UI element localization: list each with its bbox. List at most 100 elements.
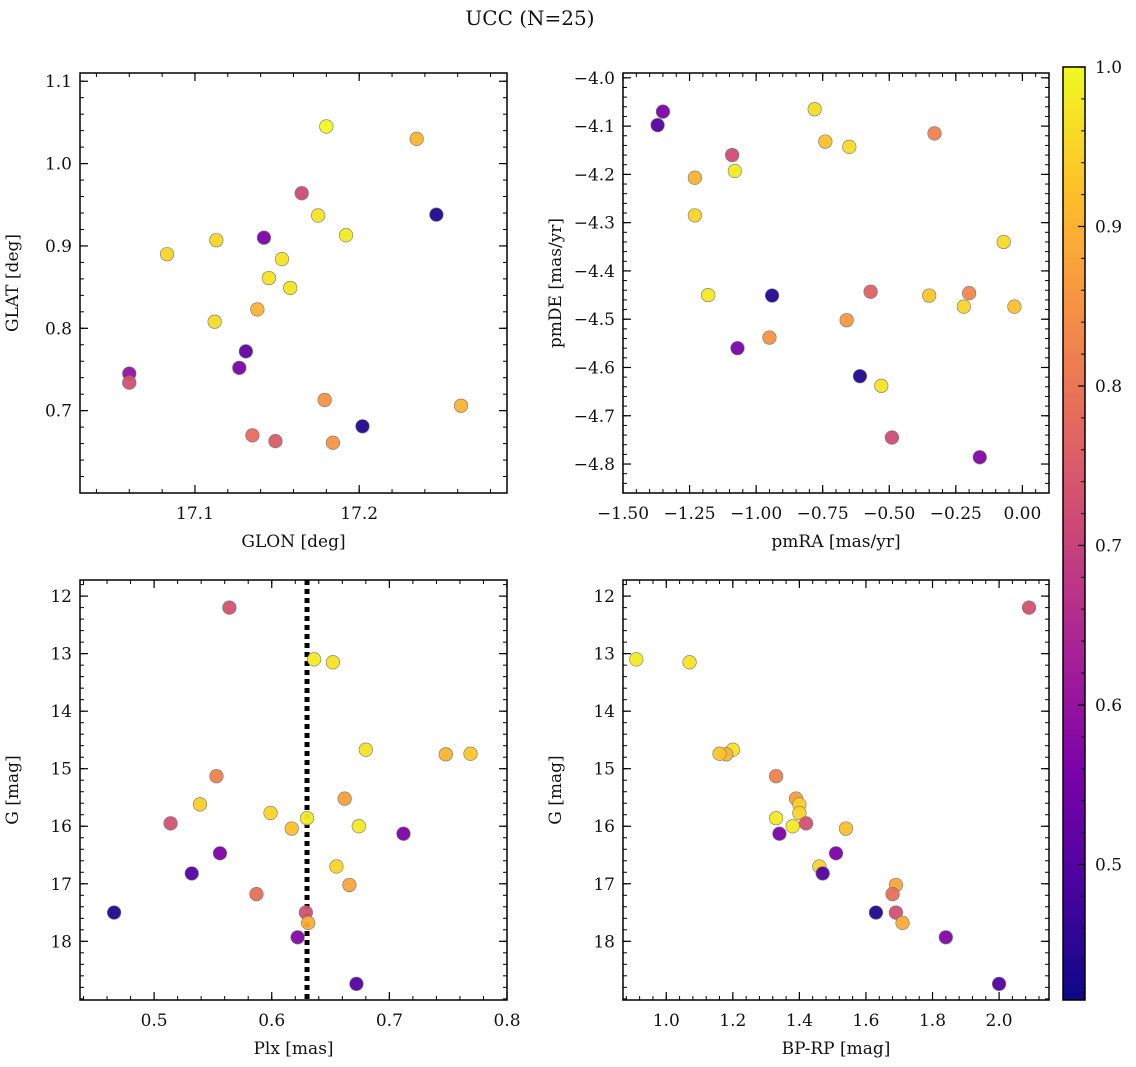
data-point	[317, 392, 332, 408]
data-point	[122, 375, 137, 390]
y-tick-label: −4.5	[574, 310, 615, 330]
x-tick-label: −1.25	[664, 504, 716, 524]
y-tick-label: 17	[593, 875, 615, 895]
y-tick-label: 0.8	[45, 319, 72, 339]
data-point	[818, 134, 833, 149]
data-point	[655, 104, 671, 119]
y-tick-label: −4.1	[574, 117, 615, 137]
y-tick-label: 1.1	[45, 72, 72, 92]
data-point	[682, 655, 697, 670]
data-point	[768, 811, 784, 826]
y-tick-label: −4.7	[574, 407, 615, 427]
data-point	[299, 811, 315, 826]
data-point	[192, 797, 208, 812]
data-point	[962, 286, 977, 301]
data-point	[772, 826, 787, 841]
data-point	[319, 119, 334, 134]
data-point	[337, 791, 352, 806]
data-point	[342, 877, 357, 893]
data-point	[268, 434, 283, 449]
colorbar-tick-label: 0.6	[1095, 696, 1122, 716]
data-point	[792, 805, 807, 821]
data-point	[463, 746, 478, 761]
y-tick-label: 14	[593, 702, 615, 722]
y-tick-label: 15	[50, 760, 72, 780]
data-point	[409, 131, 424, 146]
data-point	[325, 655, 341, 670]
x-tick-label: 0.00	[1003, 504, 1041, 524]
data-point	[762, 330, 777, 345]
y-tick-label: 16	[50, 817, 72, 837]
data-point	[629, 652, 644, 667]
data-point	[687, 170, 702, 185]
x-tick-label: 1.2	[719, 1011, 746, 1031]
data-point	[922, 288, 937, 303]
y-tick-label: 17	[50, 875, 72, 895]
data-point	[351, 819, 366, 834]
data-point	[852, 369, 868, 384]
colorbar-tick-label: 0.5	[1095, 855, 1122, 875]
y-tick-label: −4.3	[574, 214, 615, 234]
y-tick-label: 13	[50, 645, 72, 665]
data-point	[839, 313, 854, 328]
axes-frame	[622, 72, 1050, 494]
data-point	[159, 247, 175, 262]
data-point	[290, 930, 305, 945]
data-point	[874, 378, 889, 393]
data-point	[311, 208, 326, 223]
colorbar-tick-label: 0.7	[1095, 536, 1122, 556]
data-point	[284, 821, 299, 836]
data-point	[338, 228, 354, 243]
y-tick-label: 0.7	[45, 402, 72, 422]
y-tick-label: 15	[593, 760, 615, 780]
data-point	[329, 859, 344, 874]
data-point	[938, 930, 953, 945]
panel-glon-glat: 17.1 17.2 0.7 0.8 0.9 1.0 1.1 GLON [deg] GLAT [d…	[3, 72, 508, 552]
y-axis-label: GLAT [deg]	[3, 234, 23, 332]
data-point	[438, 747, 453, 762]
data-point	[245, 428, 260, 443]
data-point	[725, 147, 740, 163]
y-tick-label: 18	[50, 932, 72, 952]
data-point	[232, 360, 247, 375]
data-point	[209, 233, 224, 248]
data-point	[888, 905, 904, 920]
data-point	[358, 742, 373, 757]
data-point	[712, 746, 727, 761]
data-point	[184, 866, 199, 881]
panel-plx-g: 0.5 0.6 0.7 0.8 12 13 14 15 16 17 18 Plx [mas] G [ma…	[3, 579, 521, 1059]
data-point	[301, 915, 316, 931]
y-tick-label: 1.0	[45, 155, 72, 175]
y-tick-label: 16	[593, 817, 615, 837]
colorbar-tick-label: 0.9	[1095, 217, 1122, 237]
data-point	[250, 302, 265, 317]
x-axis-label: pmRA [mas/yr]	[771, 532, 900, 552]
x-axis-label: Plx [mas]	[253, 1039, 333, 1059]
data-point	[768, 769, 784, 784]
figure-title: UCC (N=25)	[465, 6, 595, 30]
data-point	[1007, 299, 1022, 314]
data-point	[294, 186, 309, 201]
data-point	[107, 905, 122, 920]
x-tick-label: 0.5	[141, 1011, 168, 1031]
data-point	[325, 435, 341, 450]
data-point	[650, 118, 665, 133]
data-point	[263, 805, 278, 821]
x-axis-label: GLON [deg]	[241, 532, 345, 552]
data-point	[927, 126, 942, 141]
data-point	[1021, 600, 1037, 615]
axes-frame	[622, 579, 1050, 1001]
data-point	[355, 419, 370, 434]
data-point	[256, 230, 272, 245]
data-point	[222, 600, 237, 615]
data-point	[209, 769, 224, 784]
x-tick-label: −0.75	[797, 504, 849, 524]
colorbar-tick-label: 1.0	[1095, 58, 1122, 78]
y-tick-label: 0.9	[45, 237, 72, 257]
y-tick-label: 13	[593, 645, 615, 665]
data-point	[730, 341, 745, 356]
y-axis-label: pmDE [mas/yr]	[546, 218, 566, 348]
data-point	[261, 270, 276, 286]
data-point	[807, 102, 822, 117]
